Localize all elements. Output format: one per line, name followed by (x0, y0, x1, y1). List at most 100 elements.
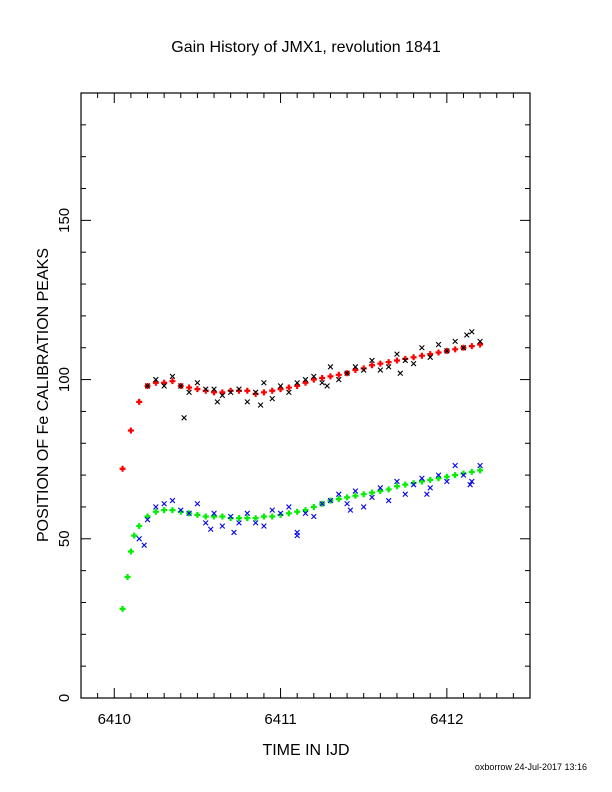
data-point (369, 494, 375, 501)
data-point (269, 387, 276, 394)
data-point (294, 379, 300, 386)
data-point (169, 373, 176, 380)
data-point (352, 492, 359, 499)
series-measured-upper (144, 329, 483, 421)
data-point (410, 354, 417, 361)
data-point (124, 574, 131, 580)
data-point (385, 497, 392, 504)
data-point (231, 529, 237, 536)
data-point (294, 382, 301, 389)
data-point (444, 348, 450, 354)
data-point (319, 374, 326, 381)
data-point (302, 379, 309, 386)
data-point (352, 364, 359, 370)
data-point (302, 376, 309, 383)
data-point (327, 497, 334, 504)
data-point (260, 389, 267, 396)
data-point (186, 510, 192, 517)
data-point (335, 371, 342, 378)
data-point (347, 507, 354, 513)
data-point (377, 485, 384, 491)
data-point (427, 476, 434, 483)
data-point (261, 523, 267, 529)
data-point (435, 341, 442, 348)
data-point (344, 494, 351, 501)
data-point (211, 513, 218, 520)
data-point (119, 605, 126, 612)
data-point (214, 399, 221, 405)
data-point (152, 508, 159, 515)
data-point (467, 481, 473, 488)
data-point (219, 513, 226, 520)
data-point (477, 462, 483, 469)
y-axis-label: POSITION OF Fe CALIBRATION PEAKS (35, 248, 52, 542)
footer-stamp: oxborrow 24-Jul-2017 13:16 (475, 762, 587, 772)
data-point (427, 485, 434, 491)
data-point (219, 389, 226, 396)
axis-tick-labels: 6410 6411 6412 0 50 100 150 (56, 208, 464, 728)
data-point (136, 536, 142, 542)
data-point (385, 486, 392, 493)
data-point (360, 367, 367, 373)
y-tick-label: 50 (56, 530, 73, 547)
data-point (194, 379, 201, 386)
chart-title: Gain History of JMX1, revolution 1841 (171, 39, 441, 56)
data-point (269, 507, 276, 513)
data-point (310, 376, 317, 383)
data-point (286, 389, 292, 396)
data-point (311, 373, 317, 380)
data-point (181, 415, 187, 421)
data-point (444, 478, 450, 485)
data-point (127, 548, 134, 555)
data-point (394, 351, 400, 357)
plot-area-frame (80, 92, 531, 699)
data-point (410, 360, 417, 367)
data-point (235, 515, 242, 522)
data-point (227, 513, 234, 520)
data-point (186, 389, 192, 396)
data-point (277, 386, 284, 393)
data-point (286, 504, 292, 510)
data-point (419, 344, 425, 351)
data-point (424, 491, 430, 497)
data-point (219, 523, 226, 529)
data-point (127, 427, 134, 434)
data-point (327, 373, 334, 380)
data-point (219, 392, 226, 399)
data-point (435, 472, 442, 478)
data-point (244, 399, 251, 405)
data-point (419, 475, 425, 482)
data-point (194, 386, 201, 393)
data-point (294, 508, 301, 515)
x-axis-label: TIME IN IJD (262, 742, 349, 759)
data-point (144, 513, 151, 520)
data-point (360, 491, 367, 498)
data-point (269, 513, 276, 520)
data-point (410, 481, 417, 488)
data-point (236, 520, 242, 526)
data-point (194, 500, 201, 507)
data-point (327, 364, 334, 370)
data-point (468, 468, 475, 475)
data-point (207, 526, 214, 533)
data-point (261, 379, 267, 386)
series-fit-upper (119, 341, 484, 472)
data-point (277, 510, 284, 517)
data-point (211, 389, 218, 396)
data-point (427, 354, 434, 361)
data-point (369, 489, 376, 496)
data-point (452, 346, 459, 353)
data-point (477, 467, 484, 474)
data-point (310, 503, 317, 510)
data-point (452, 462, 458, 469)
data-point (344, 500, 350, 507)
data-point (144, 516, 151, 523)
data-point (302, 510, 309, 517)
data-point (369, 362, 376, 369)
x-tick-label: 6412 (430, 711, 463, 728)
data-point (443, 473, 450, 480)
data-point (464, 332, 470, 338)
data-point (319, 379, 325, 386)
data-point (194, 511, 201, 518)
y-tick-label: 100 (56, 367, 73, 392)
